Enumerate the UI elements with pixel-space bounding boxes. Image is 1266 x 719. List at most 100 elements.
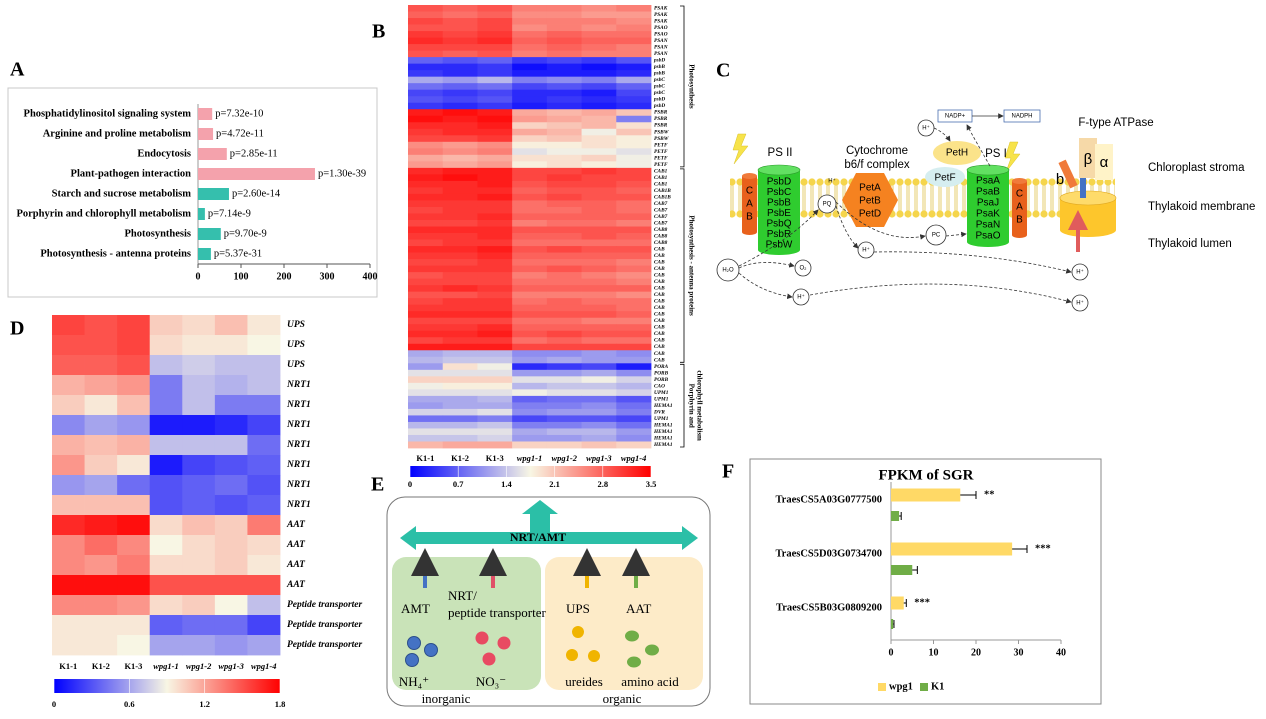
heatmap-cell	[408, 11, 444, 19]
heatmap-cell	[581, 76, 617, 84]
row-label: HEMA1	[653, 429, 673, 435]
heatmap-cell	[477, 363, 513, 371]
heatmap-cell	[408, 109, 444, 117]
heatmap-cell	[512, 50, 548, 58]
heatmap-cell	[616, 402, 652, 410]
bar	[891, 542, 1013, 556]
heatmap-cell	[546, 187, 582, 195]
heatmap-cell	[442, 24, 478, 32]
proton-label: H⁺	[1076, 269, 1084, 276]
row-label: NRT1	[286, 380, 311, 390]
heatmap-cell	[512, 350, 548, 358]
heatmap-cell	[616, 44, 652, 52]
heatmap-cell	[512, 389, 548, 397]
heatmap-cell	[616, 193, 652, 201]
heatmap-cell	[477, 441, 513, 449]
heatmap-cell	[581, 356, 617, 364]
heatmap-cell	[247, 335, 281, 356]
row-label: CAB1B	[654, 194, 671, 200]
p-value-label: p=2.60e-14	[232, 188, 281, 199]
oxygen-label: O₂	[800, 266, 808, 272]
heatmap-cell	[546, 259, 582, 266]
group-label: organic	[603, 691, 642, 706]
row-label: PORA	[654, 364, 669, 370]
subunit-label: PetD	[859, 209, 881, 220]
row-label: Peptide transporter	[287, 620, 363, 630]
category-label: Plant-pathogen interaction	[71, 168, 192, 179]
heatmap-cell	[408, 200, 444, 208]
heatmap-cell	[408, 141, 444, 149]
heatmap-cell	[477, 285, 513, 293]
heatmap-cell	[84, 435, 118, 456]
heatmap-cell	[546, 350, 582, 358]
region-label: Thylakoid membrane	[1148, 201, 1255, 213]
significance-label: ***	[1035, 543, 1051, 554]
heatmap-cell	[616, 265, 652, 273]
heatmap-cell	[512, 44, 548, 52]
heatmap-cell	[581, 369, 617, 377]
heatmap-cell	[408, 63, 444, 71]
row-label: psbD	[653, 103, 665, 109]
heatmap-cell	[512, 304, 548, 312]
heatmap-cell	[581, 102, 617, 110]
heatmap-cell	[52, 435, 85, 456]
heatmap-cell	[546, 109, 582, 117]
heatmap-cell	[581, 298, 617, 306]
heatmap-cell	[477, 246, 513, 253]
row-label: psbB	[653, 64, 665, 70]
arrow	[738, 209, 819, 267]
heatmap-cell	[408, 174, 444, 182]
row-label: CAB	[654, 312, 665, 318]
heatmap-cell	[512, 148, 548, 156]
legend-swatch	[920, 683, 928, 691]
heatmap-cell	[581, 167, 617, 175]
heatmap-cell	[442, 441, 478, 449]
heatmap-cell	[477, 356, 513, 364]
heatmap-cell	[616, 291, 652, 299]
heatmap-cell	[408, 304, 444, 312]
heatmap-cell	[616, 317, 652, 325]
heatmap-cell	[546, 70, 582, 78]
error-bar	[960, 491, 977, 499]
nadp-box	[1003, 109, 1041, 123]
heatmap-cell	[442, 96, 478, 104]
heatmap-cell	[477, 154, 513, 162]
heatmap-cell	[512, 246, 548, 253]
column-label: K1-3	[124, 661, 142, 671]
heatmap-cell	[408, 83, 444, 91]
heatmap-cell	[616, 141, 652, 149]
substrate-label: NO₃⁻	[476, 674, 506, 689]
heatmap-cell	[442, 324, 478, 332]
row-label: NRT1	[286, 460, 311, 470]
heatmap-cell	[477, 63, 513, 71]
heatmap-cell	[581, 50, 617, 58]
heatmap-cell	[442, 382, 478, 390]
category-label: Porphyrin and chlorophyll metabolism	[16, 208, 191, 219]
heatmap-cell	[616, 226, 652, 234]
heatmap-cell	[512, 31, 548, 38]
colorbar	[410, 466, 651, 477]
heatmap-cell	[117, 515, 151, 536]
heatmap-cell	[477, 259, 513, 266]
heatmap-cell	[214, 555, 248, 576]
subunit-label: C	[1016, 189, 1023, 200]
p-value-label: p=7.32e-10	[215, 108, 263, 119]
heatmap-cell	[546, 376, 582, 384]
heatmap-cell	[512, 311, 548, 319]
heatmap-cell	[581, 408, 617, 416]
heatmap-cell	[442, 272, 478, 280]
subunit-label: PetB	[859, 196, 881, 207]
heatmap-cell	[247, 575, 281, 596]
heatmap-cell	[512, 434, 548, 442]
heatmap-cell	[581, 148, 617, 156]
heatmap-cell	[408, 272, 444, 280]
subunit-label: PsbB	[767, 198, 791, 209]
heatmap-cell	[477, 395, 513, 403]
row-label: CAB	[654, 273, 665, 279]
heatmap-cell	[477, 109, 513, 117]
heatmap-cell	[512, 285, 548, 293]
heatmap-cell	[616, 11, 652, 19]
light-bolt	[1004, 141, 1021, 173]
heatmap-cell	[546, 37, 582, 45]
heatmap-cell	[247, 435, 281, 456]
